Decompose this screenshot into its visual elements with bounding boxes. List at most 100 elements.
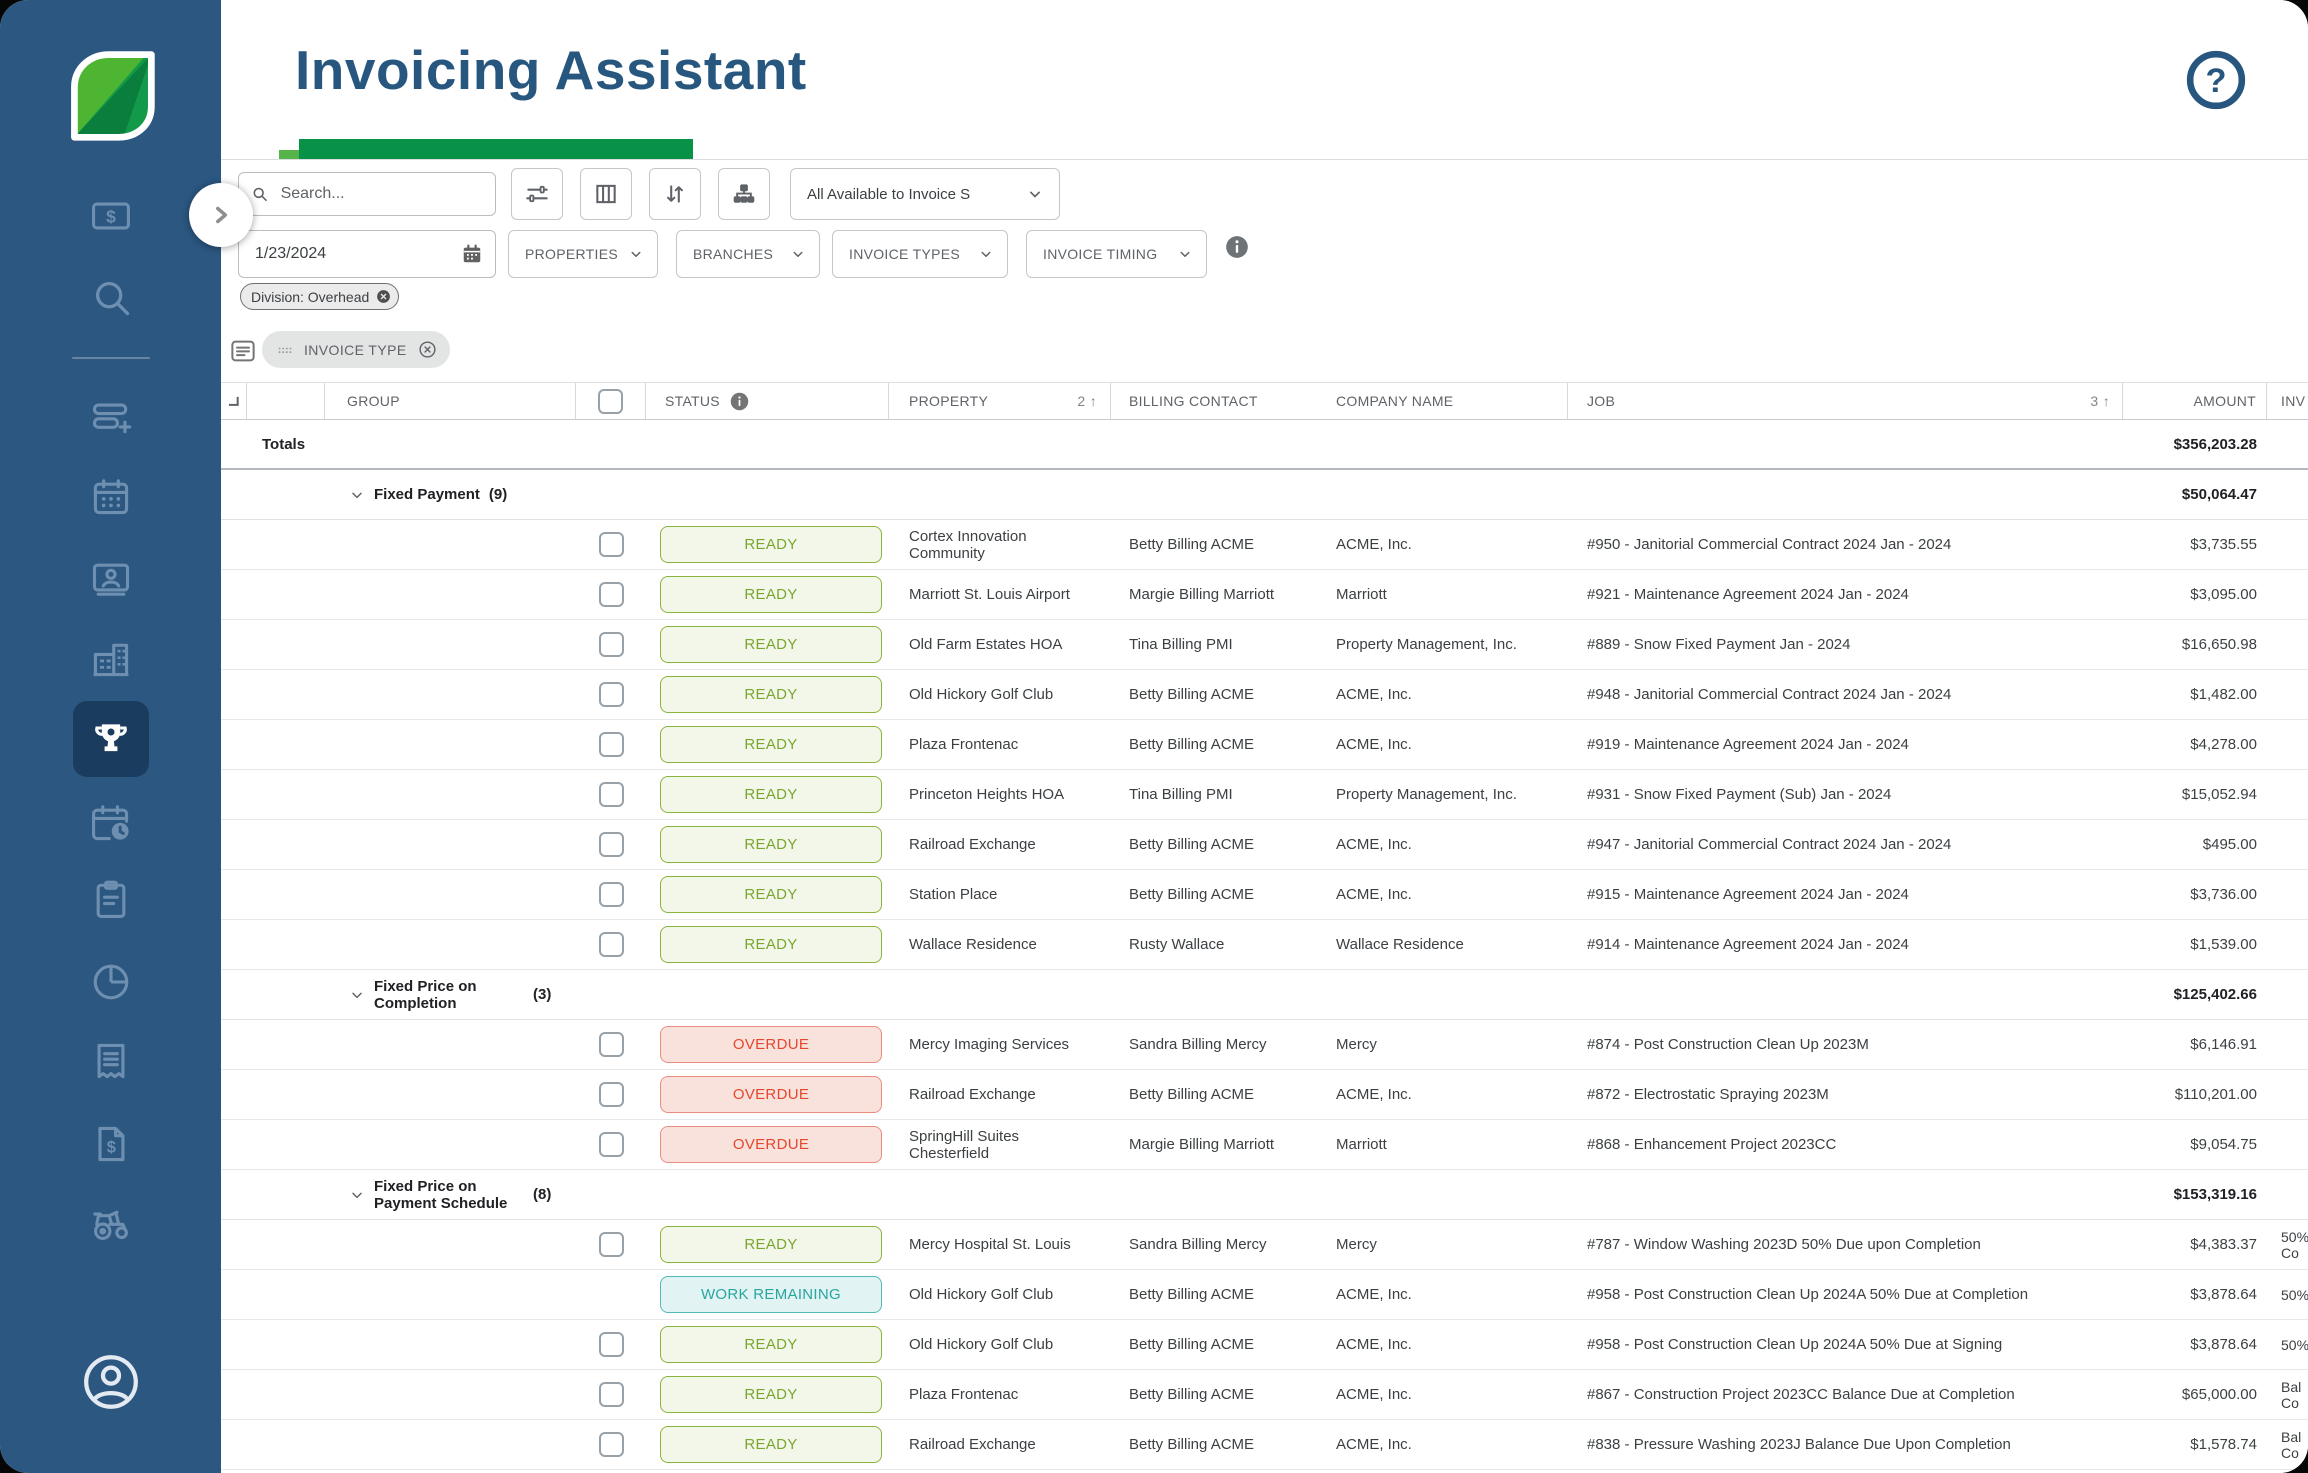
cell-job: #914 - Maintenance Agreement 2024 Jan - … bbox=[1568, 936, 2123, 953]
table-row[interactable]: READY Plaza Frontenac Betty Billing ACME… bbox=[221, 720, 2308, 770]
table-row[interactable]: READY Princeton Heights HOA Tina Billing… bbox=[221, 770, 2308, 820]
table-row[interactable]: READY Mercy Hospital St. Louis Sandra Bi… bbox=[221, 1220, 2308, 1270]
timing-info-button[interactable] bbox=[1224, 234, 1250, 260]
table-row[interactable]: READY Station Place Betty Billing ACME A… bbox=[221, 870, 2308, 920]
table-row[interactable]: READY Old Hickory Golf Club Betty Billin… bbox=[221, 670, 2308, 720]
status-cell: READY bbox=[646, 1426, 889, 1463]
table-row[interactable]: READY Railroad Exchange Betty Billing AC… bbox=[221, 820, 2308, 870]
cell-amount: $3,878.64 bbox=[2123, 1336, 2267, 1353]
row-checkbox[interactable] bbox=[599, 732, 624, 757]
column-header-job[interactable]: JOB 3 ↑ bbox=[1568, 383, 2123, 419]
column-header-status[interactable]: STATUS bbox=[646, 383, 889, 419]
column-header-amount[interactable]: AMOUNT bbox=[2123, 383, 2267, 419]
row-checkbox[interactable] bbox=[599, 1332, 624, 1357]
group-chevron-icon[interactable] bbox=[349, 487, 365, 503]
table-row[interactable]: READY Old Hickory Golf Club Betty Billin… bbox=[221, 1320, 2308, 1370]
cell-amount: $4,383.37 bbox=[2123, 1236, 2267, 1253]
sidebar-item-reports[interactable] bbox=[87, 958, 135, 1006]
collapse-all-button[interactable] bbox=[221, 383, 247, 419]
corner-icon bbox=[226, 394, 241, 409]
table-row[interactable]: READY Railroad Exchange Betty Billing AC… bbox=[221, 1420, 2308, 1470]
row-checkbox[interactable] bbox=[599, 1082, 624, 1107]
view-select[interactable]: All Available to Invoice S bbox=[790, 168, 1060, 220]
cell-company-name: Mercy bbox=[1331, 1236, 1568, 1253]
table-row[interactable]: OVERDUE Mercy Imaging Services Sandra Bi… bbox=[221, 1020, 2308, 1070]
sidebar-item-search[interactable] bbox=[87, 273, 135, 321]
cell-amount: $3,095.00 bbox=[2123, 586, 2267, 603]
chip-close-outline-icon[interactable] bbox=[417, 339, 438, 360]
sidebar-expand-button[interactable] bbox=[189, 183, 253, 247]
sidebar-item-scheduling[interactable] bbox=[87, 799, 135, 847]
cell-billing-contact: Margie Billing Marriott bbox=[1111, 1136, 1331, 1153]
row-checkbox[interactable] bbox=[599, 1032, 624, 1057]
help-button[interactable]: ? bbox=[2183, 47, 2249, 113]
user-avatar[interactable] bbox=[79, 1350, 143, 1414]
row-checkbox[interactable] bbox=[599, 932, 624, 957]
row-checkbox[interactable] bbox=[599, 582, 624, 607]
group-chevron-icon[interactable] bbox=[349, 1187, 365, 1203]
status-info-icon[interactable] bbox=[729, 391, 750, 412]
row-checkbox[interactable] bbox=[599, 632, 624, 657]
sidebar-item-work-tickets[interactable] bbox=[87, 393, 135, 441]
filter-settings-button[interactable] bbox=[511, 168, 563, 220]
invoice-timing-dropdown[interactable]: INVOICE TIMING bbox=[1026, 230, 1207, 278]
row-checkbox[interactable] bbox=[599, 1382, 624, 1407]
row-checkbox[interactable] bbox=[599, 1132, 624, 1157]
columns-button[interactable] bbox=[580, 168, 632, 220]
search-input[interactable] bbox=[279, 184, 483, 204]
group-row[interactable]: Fixed Price on Completion (3) $125,402.6… bbox=[221, 970, 2308, 1020]
table-row[interactable]: OVERDUE Railroad Exchange Betty Billing … bbox=[221, 1070, 2308, 1120]
division-filter-chip[interactable]: Division: Overhead bbox=[240, 283, 399, 310]
column-header-billing-contact[interactable]: BILLING CONTACT bbox=[1111, 383, 1331, 419]
row-checkbox[interactable] bbox=[599, 532, 624, 557]
column-header-invoice[interactable]: INV bbox=[2267, 383, 2308, 419]
sidebar-item-invoicing-active[interactable] bbox=[73, 701, 149, 777]
table-row[interactable]: READY Wallace Residence Rusty Wallace Wa… bbox=[221, 920, 2308, 970]
row-checkbox[interactable] bbox=[599, 682, 624, 707]
invoice-types-dropdown[interactable]: INVOICE TYPES bbox=[832, 230, 1008, 278]
hierarchy-button[interactable] bbox=[718, 168, 770, 220]
sidebar-item-billing[interactable]: $ bbox=[87, 192, 135, 240]
table-row[interactable]: WORK REMAINING Old Hickory Golf Club Bet… bbox=[221, 1270, 2308, 1320]
group-cell: Fixed Payment (9) bbox=[221, 486, 576, 503]
checkbox-cell bbox=[576, 870, 646, 919]
row-checkbox[interactable] bbox=[599, 882, 624, 907]
table-row[interactable]: READY Cortex Innovation Community Betty … bbox=[221, 520, 2308, 570]
groupby-chip-invoice-type[interactable]: INVOICE TYPE bbox=[262, 331, 450, 368]
row-checkbox[interactable] bbox=[599, 1432, 624, 1457]
table-row[interactable]: OVERDUE SpringHill Suites Chesterfield M… bbox=[221, 1120, 2308, 1170]
cell-billing-contact: Betty Billing ACME bbox=[1111, 1386, 1331, 1403]
calendar-icon[interactable] bbox=[461, 243, 483, 265]
groupby-panel-button[interactable] bbox=[228, 336, 258, 366]
sidebar-item-properties[interactable] bbox=[87, 635, 135, 683]
sidebar-item-calendar[interactable] bbox=[87, 473, 135, 521]
sidebar-item-invoices[interactable]: $ bbox=[87, 1120, 135, 1168]
properties-dropdown[interactable]: PROPERTIES bbox=[508, 230, 658, 278]
cell-company-name: Property Management, Inc. bbox=[1331, 636, 1568, 653]
sidebar-item-estimates[interactable] bbox=[87, 875, 135, 923]
calendar-clock-icon bbox=[89, 801, 133, 845]
row-checkbox[interactable] bbox=[599, 832, 624, 857]
table-row[interactable]: READY Plaza Frontenac Betty Billing ACME… bbox=[221, 1370, 2308, 1420]
sidebar-item-contacts[interactable] bbox=[87, 554, 135, 602]
table-row[interactable]: READY Old Farm Estates HOA Tina Billing … bbox=[221, 620, 2308, 670]
group-chevron-icon[interactable] bbox=[349, 987, 365, 1003]
cell-company-name: ACME, Inc. bbox=[1331, 1336, 1568, 1353]
select-all-checkbox[interactable] bbox=[598, 389, 623, 414]
group-list-icon bbox=[228, 336, 258, 366]
sort-button[interactable] bbox=[649, 168, 701, 220]
sidebar-item-equipment[interactable] bbox=[87, 1199, 135, 1247]
column-header-company-name[interactable]: COMPANY NAME bbox=[1331, 383, 1568, 419]
group-row[interactable]: Fixed Price on Payment Schedule (8) $153… bbox=[221, 1170, 2308, 1220]
date-input[interactable] bbox=[253, 244, 403, 264]
group-count: (3) bbox=[533, 986, 551, 1003]
table-row[interactable]: READY Marriott St. Louis Airport Margie … bbox=[221, 570, 2308, 620]
chip-close-icon[interactable] bbox=[375, 288, 392, 305]
column-header-property[interactable]: PROPERTY 2 ↑ bbox=[889, 383, 1111, 419]
row-checkbox[interactable] bbox=[599, 782, 624, 807]
branches-dropdown[interactable]: BRANCHES bbox=[676, 230, 820, 278]
column-header-group[interactable]: GROUP bbox=[325, 383, 576, 419]
group-row[interactable]: Fixed Payment (9) $50,064.47 bbox=[221, 470, 2308, 520]
row-checkbox[interactable] bbox=[599, 1232, 624, 1257]
sidebar-item-receipts[interactable] bbox=[87, 1037, 135, 1085]
